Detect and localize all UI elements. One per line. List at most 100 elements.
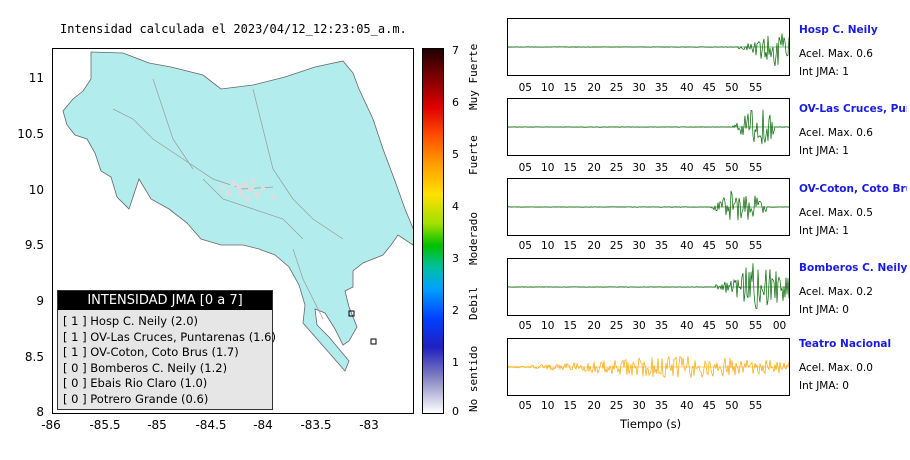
time-tick: 05 (518, 320, 532, 332)
colorbar-tick: 0 (452, 405, 459, 418)
time-tick: 10 (541, 240, 555, 252)
time-axis-label: Tiempo (s) (620, 417, 682, 431)
time-tick: 40 (680, 320, 694, 332)
time-tick: 50 (725, 400, 739, 412)
x-tick: -86 (41, 418, 61, 432)
seismogram-trace[interactable] (507, 98, 790, 156)
time-tick: 20 (587, 400, 601, 412)
costa-rica-map (62, 51, 413, 372)
road-network (112, 78, 344, 320)
x-tick: -84.5 (195, 418, 227, 432)
time-tick: 05 (518, 82, 532, 94)
trace-time-ticks: 05 10 15 20 25 30 35 40 45 50 55 (507, 162, 797, 176)
colorbar-label: Fuerte (467, 135, 480, 175)
time-tick: 25 (609, 82, 624, 94)
y-tick: 8.5 (24, 350, 44, 364)
time-tick: 05 (518, 400, 532, 412)
station-jma-intensity: Int JMA: 1 (799, 225, 849, 237)
time-tick: 55 (748, 240, 763, 252)
time-tick: 00 (772, 320, 787, 332)
trace-time-ticks: 05 10 15 20 25 30 35 40 45 50 55 (507, 400, 797, 414)
time-tick: 10 (541, 162, 555, 174)
time-tick: 50 (725, 240, 739, 252)
y-tick: 9.5 (24, 238, 44, 252)
colorbar-tick: 6 (452, 96, 459, 109)
station-jma-intensity: Int JMA: 0 (799, 304, 849, 316)
x-tick: -85 (147, 418, 167, 432)
time-tick: 20 (587, 320, 601, 332)
time-tick: 45 (702, 82, 716, 94)
colorbar-tick: 1 (452, 356, 459, 369)
seismogram-trace[interactable] (507, 338, 790, 396)
time-tick: 55 (748, 82, 763, 94)
trace-time-ticks: 05 10 15 20 25 30 35 40 45 50 55 (507, 82, 797, 96)
time-tick: 55 (748, 320, 763, 332)
legend-item: [ 0 ] Bomberos C. Neily (1.2) (63, 360, 228, 375)
x-tick: -84 (253, 418, 273, 432)
station-marker[interactable] (348, 310, 355, 317)
colorbar-label: Moderado (467, 212, 480, 265)
seismogram-trace[interactable] (507, 258, 790, 316)
time-tick: 30 (632, 240, 646, 252)
time-tick: 15 (563, 162, 577, 174)
intensity-legend: INTENSIDAD JMA [0 a 7] [ 1 ] Hosp C. Nei… (57, 290, 276, 410)
station-jma-intensity: Int JMA: 1 (799, 145, 849, 157)
station-jma-intensity: Int JMA: 1 (799, 66, 849, 78)
time-tick: 45 (702, 400, 716, 412)
time-tick: 30 (632, 400, 646, 412)
time-tick: 40 (680, 162, 694, 174)
legend-item: [ 0 ] Ebais Rio Claro (1.0) (63, 376, 208, 390)
time-tick: 35 (654, 400, 669, 412)
time-tick: 50 (725, 320, 739, 332)
y-tick: 9 (36, 294, 44, 308)
intensity-colorbar (422, 48, 444, 414)
time-tick: 30 (632, 320, 646, 332)
trace-time-ticks: 05 10 15 20 25 30 35 40 45 50 55 (507, 240, 797, 254)
legend-item: [ 0 ] Potrero Grande (0.6) (63, 391, 209, 406)
time-tick: 25 (609, 400, 624, 412)
station-max-accel: Acel. Max. 0.5 (799, 207, 873, 219)
station-marker[interactable] (370, 338, 377, 345)
time-tick: 55 (748, 400, 763, 412)
colorbar-label: No sentido (467, 345, 480, 412)
time-tick: 05 (518, 162, 532, 174)
y-tick: 10 (28, 183, 44, 197)
trace-time-ticks: 05 10 15 20 25 30 35 40 45 50 55 00 (507, 320, 797, 334)
time-tick: 20 (587, 162, 601, 174)
time-tick: 35 (654, 240, 669, 252)
time-tick: 30 (632, 82, 646, 94)
time-tick: 25 (609, 240, 624, 252)
time-tick: 40 (680, 82, 694, 94)
station-max-accel: Acel. Max. 0.6 (799, 48, 873, 60)
legend-item: [ 1 ] Hosp C. Neily (2.0) (63, 314, 199, 328)
x-tick: -83.5 (300, 418, 332, 432)
time-tick: 35 (654, 162, 669, 174)
time-tick: 35 (654, 82, 669, 94)
colorbar-label: Muy Fuerte (467, 43, 480, 110)
legend-item: [ 1 ] OV-Coton, Coto Brus (1.7) (63, 345, 239, 359)
time-tick: 15 (563, 320, 577, 332)
city-cluster (220, 178, 276, 202)
x-tick: -83 (359, 418, 379, 432)
time-tick: 40 (680, 400, 694, 412)
time-tick: 45 (702, 240, 716, 252)
seismogram-trace[interactable] (507, 18, 790, 76)
time-tick: 15 (563, 82, 577, 94)
time-tick: 55 (748, 162, 763, 174)
time-tick: 40 (680, 240, 694, 252)
station-jma-intensity: Int JMA: 0 (799, 380, 849, 392)
colorbar-tick: 7 (452, 44, 459, 57)
station-max-accel: Acel. Max. 0.0 (799, 362, 873, 374)
map-title: Intensidad calculada el 2023/04/12_12:23… (60, 22, 407, 36)
station-name: Bomberos C. Neily (799, 262, 907, 274)
seismogram-trace[interactable] (507, 178, 790, 236)
time-tick: 45 (702, 320, 716, 332)
y-tick: 10.5 (17, 127, 44, 141)
colorbar-tick: 2 (452, 304, 459, 317)
colorbar-tick: 3 (452, 252, 459, 265)
station-name: OV-Coton, Coto Brus (799, 183, 907, 195)
time-tick: 10 (541, 320, 555, 332)
x-tick: -85.5 (89, 418, 121, 432)
time-tick: 15 (563, 400, 577, 412)
legend-title: INTENSIDAD JMA [0 a 7] (58, 291, 272, 310)
